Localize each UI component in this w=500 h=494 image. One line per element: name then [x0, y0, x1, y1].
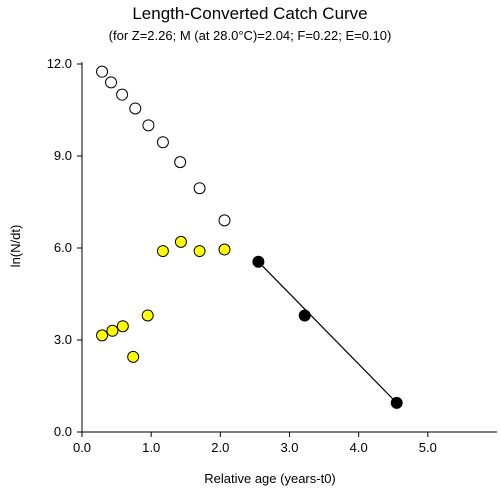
- regression-line: [257, 261, 398, 404]
- chart-subtitle: (for Z=2.26; M (at 28.0°C)=2.04; F=0.22;…: [109, 28, 392, 43]
- y-tick-label: 6.0: [54, 240, 72, 255]
- y-tick-label: 3.0: [54, 332, 72, 347]
- data-point-series-1: [116, 88, 129, 101]
- x-tick-label: 3.0: [280, 440, 298, 455]
- data-point-series-3: [298, 309, 311, 322]
- x-axis-label: Relative age (years-t0): [204, 471, 336, 486]
- data-point-series-1: [218, 214, 231, 227]
- data-point-series-2: [141, 309, 154, 322]
- y-tick-label: 12.0: [47, 56, 72, 71]
- data-point-series-2: [116, 320, 129, 333]
- y-axis-ticks: 0.0 3.0 6.0 9.0 12.0: [47, 56, 82, 439]
- data-point-series-3: [390, 396, 403, 409]
- data-points: [96, 65, 403, 409]
- x-tick-label: 0.0: [73, 440, 91, 455]
- data-point-series-2: [106, 324, 119, 337]
- x-tick-label: 4.0: [350, 440, 368, 455]
- chart-title: Length-Converted Catch Curve: [132, 4, 367, 23]
- data-point-series-1: [193, 182, 206, 195]
- data-point-series-2: [218, 243, 231, 256]
- axes: [81, 62, 497, 433]
- x-tick-label: 2.0: [211, 440, 229, 455]
- data-point-series-1: [174, 156, 187, 169]
- data-point-series-2: [193, 245, 206, 258]
- data-point-series-1: [142, 119, 155, 132]
- y-tick-label: 0.0: [54, 424, 72, 439]
- x-axis-ticks: 0.0 1.0 2.0 3.0 4.0 5.0: [73, 432, 437, 455]
- y-axis-label: ln(N/dt): [8, 225, 23, 268]
- data-point-series-2: [174, 235, 187, 248]
- regression-line-group: [257, 261, 398, 404]
- data-point-series-2: [96, 329, 109, 342]
- data-point-series-3: [252, 255, 265, 268]
- data-point-series-1: [156, 136, 169, 149]
- y-tick-label: 9.0: [54, 148, 72, 163]
- data-point-series-2: [156, 245, 169, 258]
- x-tick-label: 5.0: [419, 440, 437, 455]
- x-tick-label: 1.0: [142, 440, 160, 455]
- data-point-series-1: [105, 76, 118, 89]
- data-point-series-1: [96, 65, 109, 78]
- data-point-series-1: [129, 102, 142, 115]
- data-point-series-2: [127, 350, 140, 363]
